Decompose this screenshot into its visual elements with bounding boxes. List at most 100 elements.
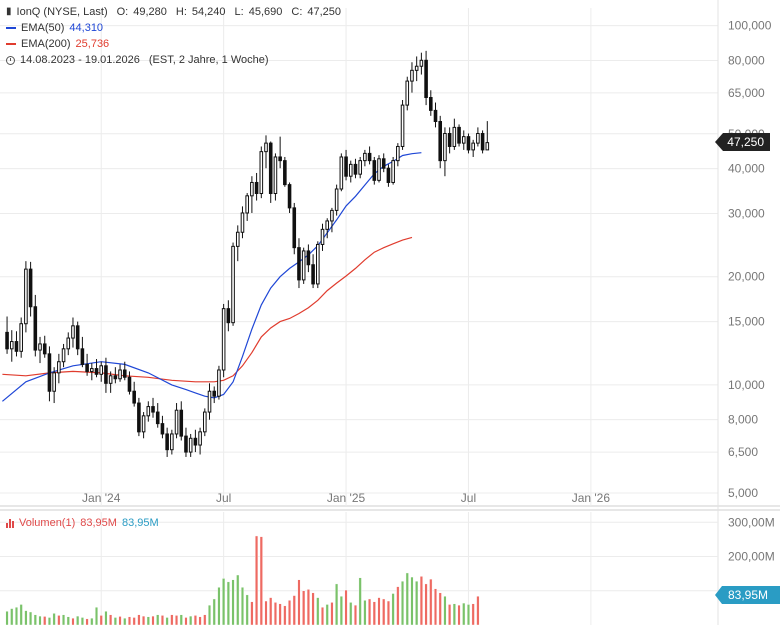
instrument-title: IonQ (NYSE, Last) xyxy=(16,6,108,18)
candle-body xyxy=(476,132,480,144)
candle xyxy=(235,225,240,262)
candle xyxy=(155,403,160,428)
last-price-tag: 47,250 xyxy=(715,132,770,151)
candle-body xyxy=(160,423,165,435)
volume-bar xyxy=(325,604,329,625)
candle-body xyxy=(104,365,108,384)
volume-bar xyxy=(273,602,277,625)
volume-tick-label: 300,00M xyxy=(728,515,775,529)
legend-title-row: ▮ IonQ (NYSE, Last) O: 49,280 H: 54,240 L:… xyxy=(6,4,341,20)
volume-bar xyxy=(137,614,141,625)
ema50-value: 44,310 xyxy=(69,22,104,34)
candle xyxy=(240,206,245,239)
candle-body xyxy=(325,220,330,230)
candle-body xyxy=(165,433,169,451)
volume-bar xyxy=(457,604,461,625)
candle xyxy=(94,359,99,378)
candle xyxy=(184,427,188,457)
candle-body xyxy=(254,181,259,195)
candle-body xyxy=(344,156,348,177)
candle-body xyxy=(424,59,428,99)
price-axis: 100,00080,00065,00050,00040,00030,00020,… xyxy=(728,19,772,500)
candle xyxy=(231,242,235,326)
candle xyxy=(325,218,330,239)
candle xyxy=(367,146,372,165)
candle xyxy=(348,160,353,183)
legend-period-row: 14.08.2023 - 19.01.2026 (EST, 2 Jahre, 1… xyxy=(6,52,341,68)
x-tick-label: Jan '24 xyxy=(82,491,121,505)
volume-bar xyxy=(476,596,480,625)
ema50-line xyxy=(2,152,422,402)
volume-bar xyxy=(382,598,386,625)
candle-body xyxy=(278,156,282,162)
x-tick-label: Jul xyxy=(216,491,231,505)
candle xyxy=(405,76,410,111)
candle-body xyxy=(235,231,240,247)
candle-body xyxy=(90,368,94,372)
candle xyxy=(297,238,301,289)
volume-bar xyxy=(396,586,400,625)
ohlc-low-value: 45,690 xyxy=(248,6,283,18)
candle-body xyxy=(273,156,278,195)
volume-bar xyxy=(240,587,244,625)
candle-body xyxy=(174,409,179,435)
candle xyxy=(188,433,193,457)
candle xyxy=(306,244,311,273)
volume-bar xyxy=(10,608,14,625)
volume-bar xyxy=(292,595,296,625)
volume-bar xyxy=(259,536,263,625)
candle xyxy=(151,397,155,418)
volume-bar xyxy=(429,578,433,625)
candle xyxy=(372,156,377,185)
volume-bar xyxy=(24,610,28,625)
volume-bar xyxy=(401,580,405,625)
volume-bar xyxy=(330,602,334,625)
x-tick-label: Jan '26 xyxy=(572,491,611,505)
volume-bar xyxy=(99,615,103,625)
candle xyxy=(429,90,433,116)
candle xyxy=(438,115,443,169)
price-tick-label: 80,000 xyxy=(728,53,765,67)
candle xyxy=(400,99,405,150)
candle-body xyxy=(391,160,395,183)
candle xyxy=(85,353,89,376)
ohlc-high-label: H: xyxy=(175,6,187,18)
candle xyxy=(193,429,198,453)
candle-body xyxy=(94,368,99,375)
last-volume-tag: 83,95M xyxy=(714,586,780,605)
volume-legend: Volumen(1) 83,95M 83,95M xyxy=(6,515,159,531)
candle xyxy=(254,172,259,201)
candle-body xyxy=(480,132,485,151)
volume-bar xyxy=(146,616,150,625)
candle-body xyxy=(52,372,56,392)
volume-bar xyxy=(71,617,75,625)
candle xyxy=(250,176,254,213)
candle-body xyxy=(414,65,419,71)
candle xyxy=(198,427,202,455)
legend-ema50-row[interactable]: EMA(50) 44,310 xyxy=(6,20,341,36)
legend-ema200-row[interactable]: EMA(200) 25,736 xyxy=(6,36,341,52)
volume-tick-label: 200,00M xyxy=(728,550,775,564)
price-tick-label: 8,000 xyxy=(728,413,758,427)
candle-body xyxy=(320,228,325,245)
volume-bar xyxy=(43,616,47,625)
candle-body xyxy=(155,411,160,425)
candle-body xyxy=(433,109,438,123)
candle-body xyxy=(71,325,75,339)
candle xyxy=(353,158,358,179)
candle xyxy=(9,330,14,362)
volume-bar xyxy=(288,600,292,625)
volume-bar xyxy=(349,602,353,625)
candle-body xyxy=(203,411,207,433)
candle xyxy=(330,207,334,233)
candle xyxy=(259,146,264,199)
volume-bar xyxy=(377,597,381,625)
candle xyxy=(179,401,184,441)
candle xyxy=(122,361,127,381)
candle-body xyxy=(334,188,339,211)
ema50-swatch-icon xyxy=(6,27,16,29)
volume-legend-row[interactable]: Volumen(1) 83,95M 83,95M xyxy=(6,515,159,531)
candle-body xyxy=(61,348,66,363)
